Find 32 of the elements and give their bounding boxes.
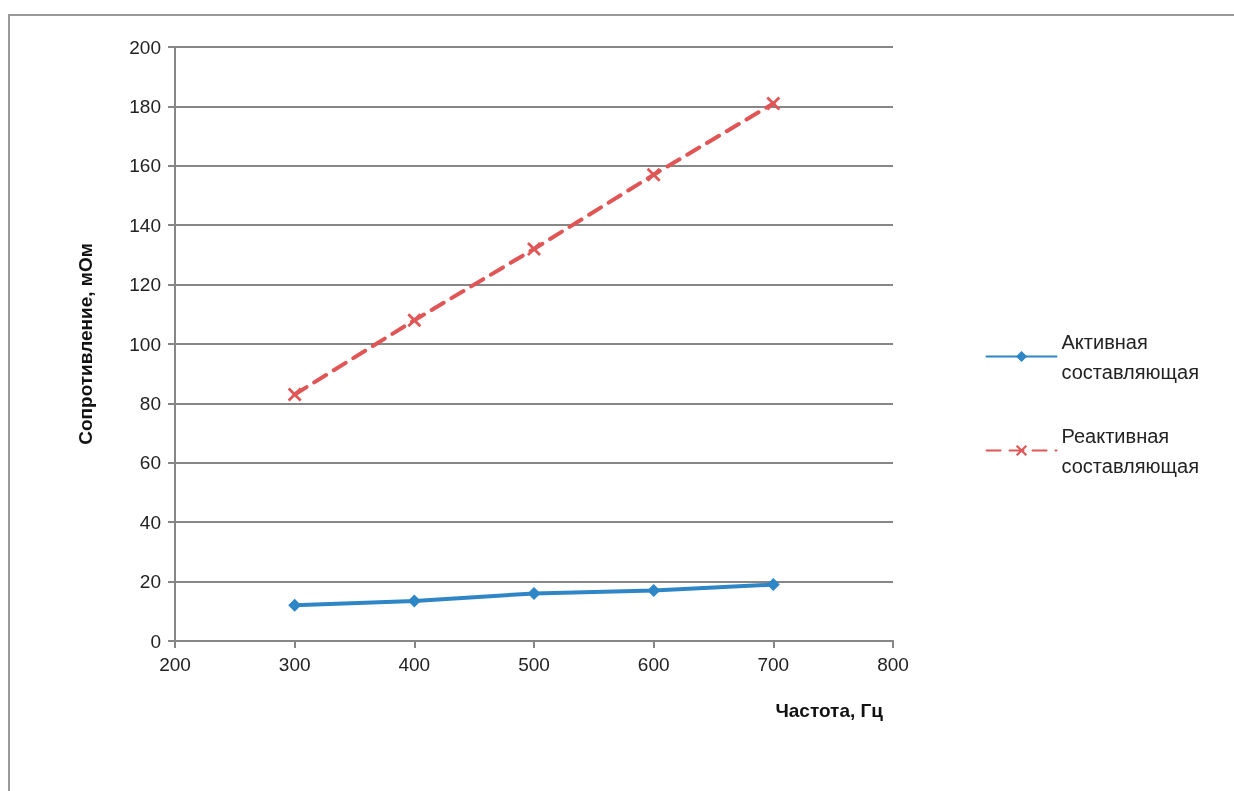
x-tick-label: 400 xyxy=(398,654,431,675)
x-tick-label: 300 xyxy=(278,654,311,675)
x-axis-title: Частота, Гц xyxy=(775,700,884,721)
point xyxy=(527,241,541,256)
x-tick-label: 500 xyxy=(518,654,550,675)
x-tick-label: 600 xyxy=(637,654,670,675)
y-tick-label: 0 xyxy=(150,630,161,652)
y-tick-label: 40 xyxy=(139,511,161,533)
point xyxy=(287,387,302,402)
point xyxy=(407,313,422,328)
y-tick-label: 80 xyxy=(139,392,161,414)
x-tick-label: 200 xyxy=(159,654,191,675)
point xyxy=(766,96,781,111)
y-tick-label: 180 xyxy=(129,95,161,117)
x-tick-label: 700 xyxy=(757,654,790,675)
point xyxy=(646,167,661,182)
y-axis-title: Сопротивление, мОм xyxy=(75,243,96,445)
y-tick-label: 140 xyxy=(129,214,161,236)
legend-label: Активная составляющая xyxy=(1061,330,1199,383)
y-tick-label: 100 xyxy=(129,333,161,355)
y-tick-label: 60 xyxy=(139,452,161,474)
y-tick-label: 200 xyxy=(129,36,161,58)
y-tick-label: 160 xyxy=(129,155,161,177)
legend-label: Реактивная составляющая xyxy=(1061,424,1199,477)
point xyxy=(647,584,661,598)
point xyxy=(407,594,421,608)
y-tick-label: 120 xyxy=(129,274,161,296)
point xyxy=(288,598,302,612)
point xyxy=(527,586,541,600)
point xyxy=(766,578,780,592)
x-tick-label: 800 xyxy=(877,654,909,675)
y-tick-label: 20 xyxy=(139,571,161,593)
